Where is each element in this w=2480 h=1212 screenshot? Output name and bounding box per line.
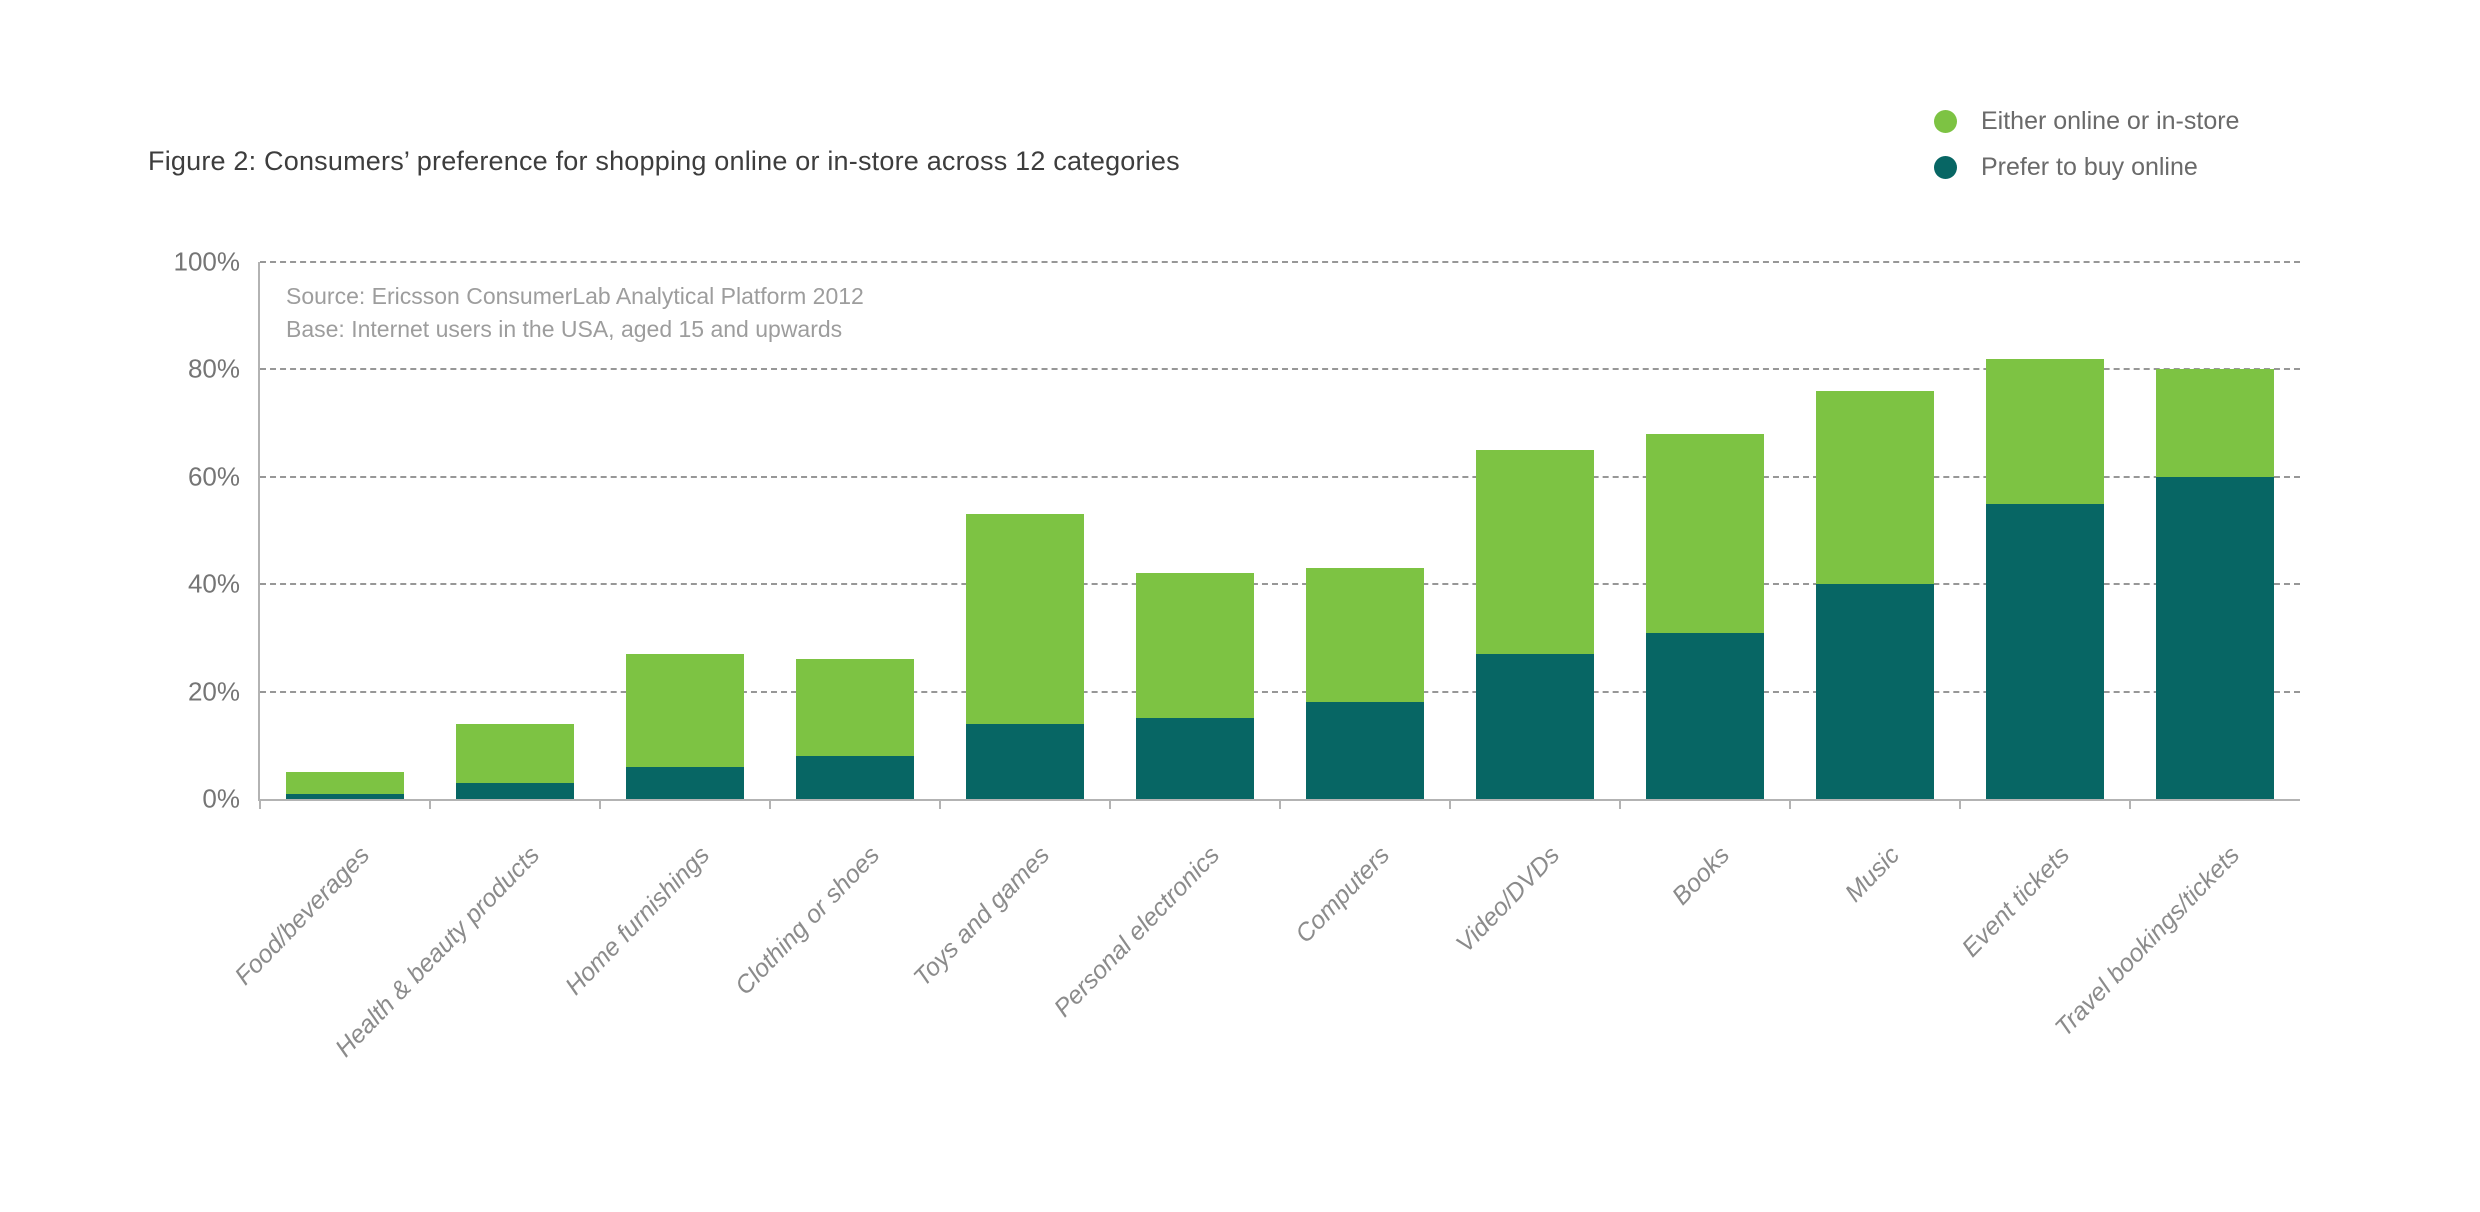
x-axis-tick	[1789, 799, 1791, 809]
bar-segment-prefer-online	[2156, 476, 2274, 799]
bar-segment-either-online-or-instore	[1136, 573, 1254, 719]
bar-segment-prefer-online	[1986, 503, 2104, 799]
legend-swatch-online-icon	[1934, 155, 1957, 179]
x-axis-tick	[429, 799, 431, 809]
bar-clothing-or-shoes	[796, 659, 914, 799]
x-axis-label: Home furnishings	[559, 841, 716, 1001]
bar-segment-either-online-or-instore	[2156, 369, 2274, 477]
bar-segment-prefer-online	[626, 766, 744, 799]
bar-event-tickets	[1986, 358, 2104, 799]
bar-travel-bookings-tickets	[2156, 369, 2274, 799]
x-axis-label: Books	[1666, 841, 1736, 911]
x-axis-tick	[1959, 799, 1961, 809]
bar-toys-and-games	[966, 514, 1084, 799]
legend-label-either: Either online or in-store	[1981, 106, 2240, 135]
bar-segment-either-online-or-instore	[456, 723, 574, 783]
x-axis-label: Event tickets	[1956, 841, 2076, 963]
bar-video-dvds	[1476, 449, 1594, 799]
gridline-20	[260, 690, 2300, 693]
x-axis-label: Food/beverages	[229, 841, 376, 991]
bar-segment-either-online-or-instore	[1986, 358, 2104, 504]
bar-segment-either-online-or-instore	[796, 659, 914, 757]
x-axis-tick	[1279, 799, 1281, 809]
x-axis-label: Travel bookings/tickets	[2049, 841, 2246, 1043]
gridline-80	[260, 368, 2300, 371]
bar-books	[1646, 433, 1764, 799]
gridline-100	[260, 261, 2300, 263]
legend-swatch-either-icon	[1934, 109, 1957, 133]
x-axis-label: Clothing or shoes	[729, 841, 886, 1001]
legend-item-either: Either online or in-store	[1934, 98, 2239, 144]
y-axis-label: 40%	[187, 568, 240, 599]
y-axis-label: 100%	[173, 246, 241, 277]
bar-segment-prefer-online	[1476, 654, 1594, 799]
y-axis-label: 0%	[202, 783, 240, 814]
bar-segment-prefer-online	[796, 756, 914, 799]
bar-segment-either-online-or-instore	[626, 654, 744, 767]
y-axis-label: 60%	[187, 461, 240, 492]
bar-segment-either-online-or-instore	[1816, 390, 1934, 585]
bar-segment-either-online-or-instore	[1476, 449, 1594, 655]
x-axis-label: Computers	[1290, 841, 1396, 949]
x-axis-tick	[1449, 799, 1451, 809]
legend: Either online or in-store Prefer to buy …	[1934, 98, 2239, 190]
bar-segment-prefer-online	[966, 723, 1084, 799]
plot-area: 100% 80% 60% 40% 20% 0% Food/beverages Health &…	[174, 247, 2300, 1062]
x-axis-tick	[599, 799, 601, 809]
bar-segment-prefer-online	[1306, 702, 1424, 799]
gridline-60	[260, 475, 2300, 478]
bar-segment-prefer-online	[1816, 584, 1934, 799]
x-axis-label: Personal electronics	[1048, 841, 1226, 1023]
x-axis-label: Toys and games	[908, 841, 1056, 992]
y-axis-label: 20%	[187, 676, 240, 707]
bar-home-furnishings	[626, 654, 744, 799]
bar-health-beauty-products	[456, 723, 574, 799]
source-note-line1: Source: Ericsson ConsumerLab Analytical …	[286, 283, 864, 309]
bar-segment-either-online-or-instore	[1306, 568, 1424, 703]
source-note: Source: Ericsson ConsumerLab Analytical …	[286, 280, 864, 346]
bar-segment-prefer-online	[1136, 718, 1254, 799]
x-axis-tick	[939, 799, 941, 809]
legend-item-online: Prefer to buy online	[1934, 144, 2239, 190]
legend-label-online: Prefer to buy online	[1981, 152, 2198, 181]
gridline-40	[260, 583, 2300, 586]
bar-food-beverages	[286, 772, 404, 799]
bar-segment-prefer-online	[286, 793, 404, 799]
x-axis-tick	[769, 799, 771, 809]
bar-segment-prefer-online	[456, 782, 574, 799]
bar-segment-either-online-or-instore	[1646, 433, 1764, 633]
y-axis-label: 80%	[187, 353, 240, 384]
bar-music	[1816, 390, 1934, 799]
source-note-line2: Base: Internet users in the USA, aged 15…	[286, 316, 843, 342]
figure-title: Figure 2: Consumers’ preference for shop…	[148, 146, 1180, 176]
x-axis-tick	[1109, 799, 1111, 809]
bar-computers	[1306, 568, 1424, 799]
x-axis-tick	[259, 799, 261, 809]
x-axis-label: Health & beauty products	[329, 841, 546, 1063]
x-axis-tick	[1619, 799, 1621, 809]
x-axis-tick	[2129, 799, 2131, 809]
x-axis-label: Music	[1839, 841, 1906, 908]
bar-segment-prefer-online	[1646, 632, 1764, 799]
bar-segment-either-online-or-instore	[966, 514, 1084, 724]
bar-personal-electronics	[1136, 573, 1254, 799]
x-axis-label: Video/DVDs	[1450, 841, 1566, 959]
bar-segment-either-online-or-instore	[286, 772, 404, 794]
